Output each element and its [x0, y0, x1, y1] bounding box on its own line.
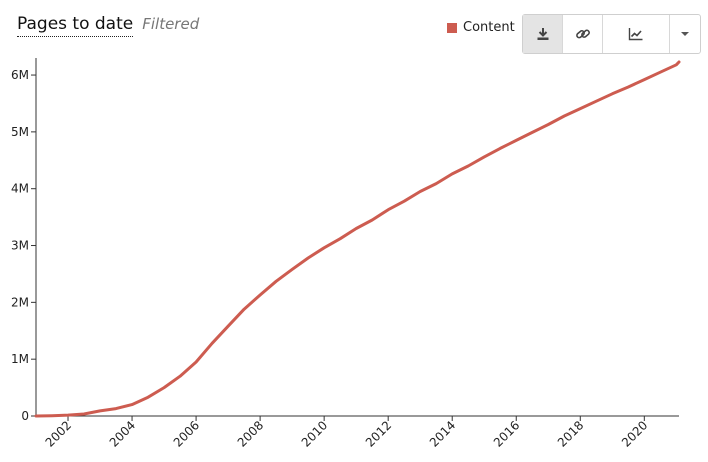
x-tick-label: 2004: [107, 418, 138, 449]
legend-swatch: [447, 22, 457, 33]
x-tick-label: 2008: [235, 418, 266, 449]
link-button[interactable]: [563, 15, 603, 53]
chart-title[interactable]: Pages to date: [17, 13, 134, 37]
y-tick-label: 5M: [11, 125, 29, 139]
x-tick-label: 2002: [43, 418, 74, 449]
download-icon: [537, 28, 548, 40]
x-tick-label: 2016: [491, 418, 522, 449]
x-tick-label: 2006: [171, 418, 202, 449]
x-tick-label: 2020: [619, 418, 650, 449]
y-tick-label: 0: [21, 409, 29, 423]
x-tick-label: 2014: [427, 418, 458, 449]
chart-header: Pages to date Filtered: [17, 13, 199, 37]
legend[interactable]: Content: [447, 20, 515, 35]
options-dropdown-button[interactable]: [670, 15, 700, 53]
y-tick-label: 1M: [11, 352, 29, 366]
download-button[interactable]: [523, 15, 563, 53]
chart-toolbar: [522, 14, 701, 54]
x-tick-label: 2018: [555, 418, 586, 449]
y-tick-label: 4M: [11, 182, 29, 196]
x-tick-label: 2012: [363, 418, 394, 449]
legend-label: Content: [463, 20, 515, 35]
link-icon: [575, 29, 590, 39]
series-line-content: [34, 60, 681, 418]
y-tick-label: 2M: [11, 295, 29, 309]
y-tick-label: 3M: [11, 239, 29, 253]
filter-status: Filtered: [142, 15, 200, 33]
chart-type-button[interactable]: [603, 15, 670, 53]
line-chart-icon: [628, 28, 643, 41]
x-tick-label: 2010: [299, 418, 330, 449]
y-tick-label: 6M: [11, 68, 29, 82]
caret-down-icon: [681, 32, 689, 36]
